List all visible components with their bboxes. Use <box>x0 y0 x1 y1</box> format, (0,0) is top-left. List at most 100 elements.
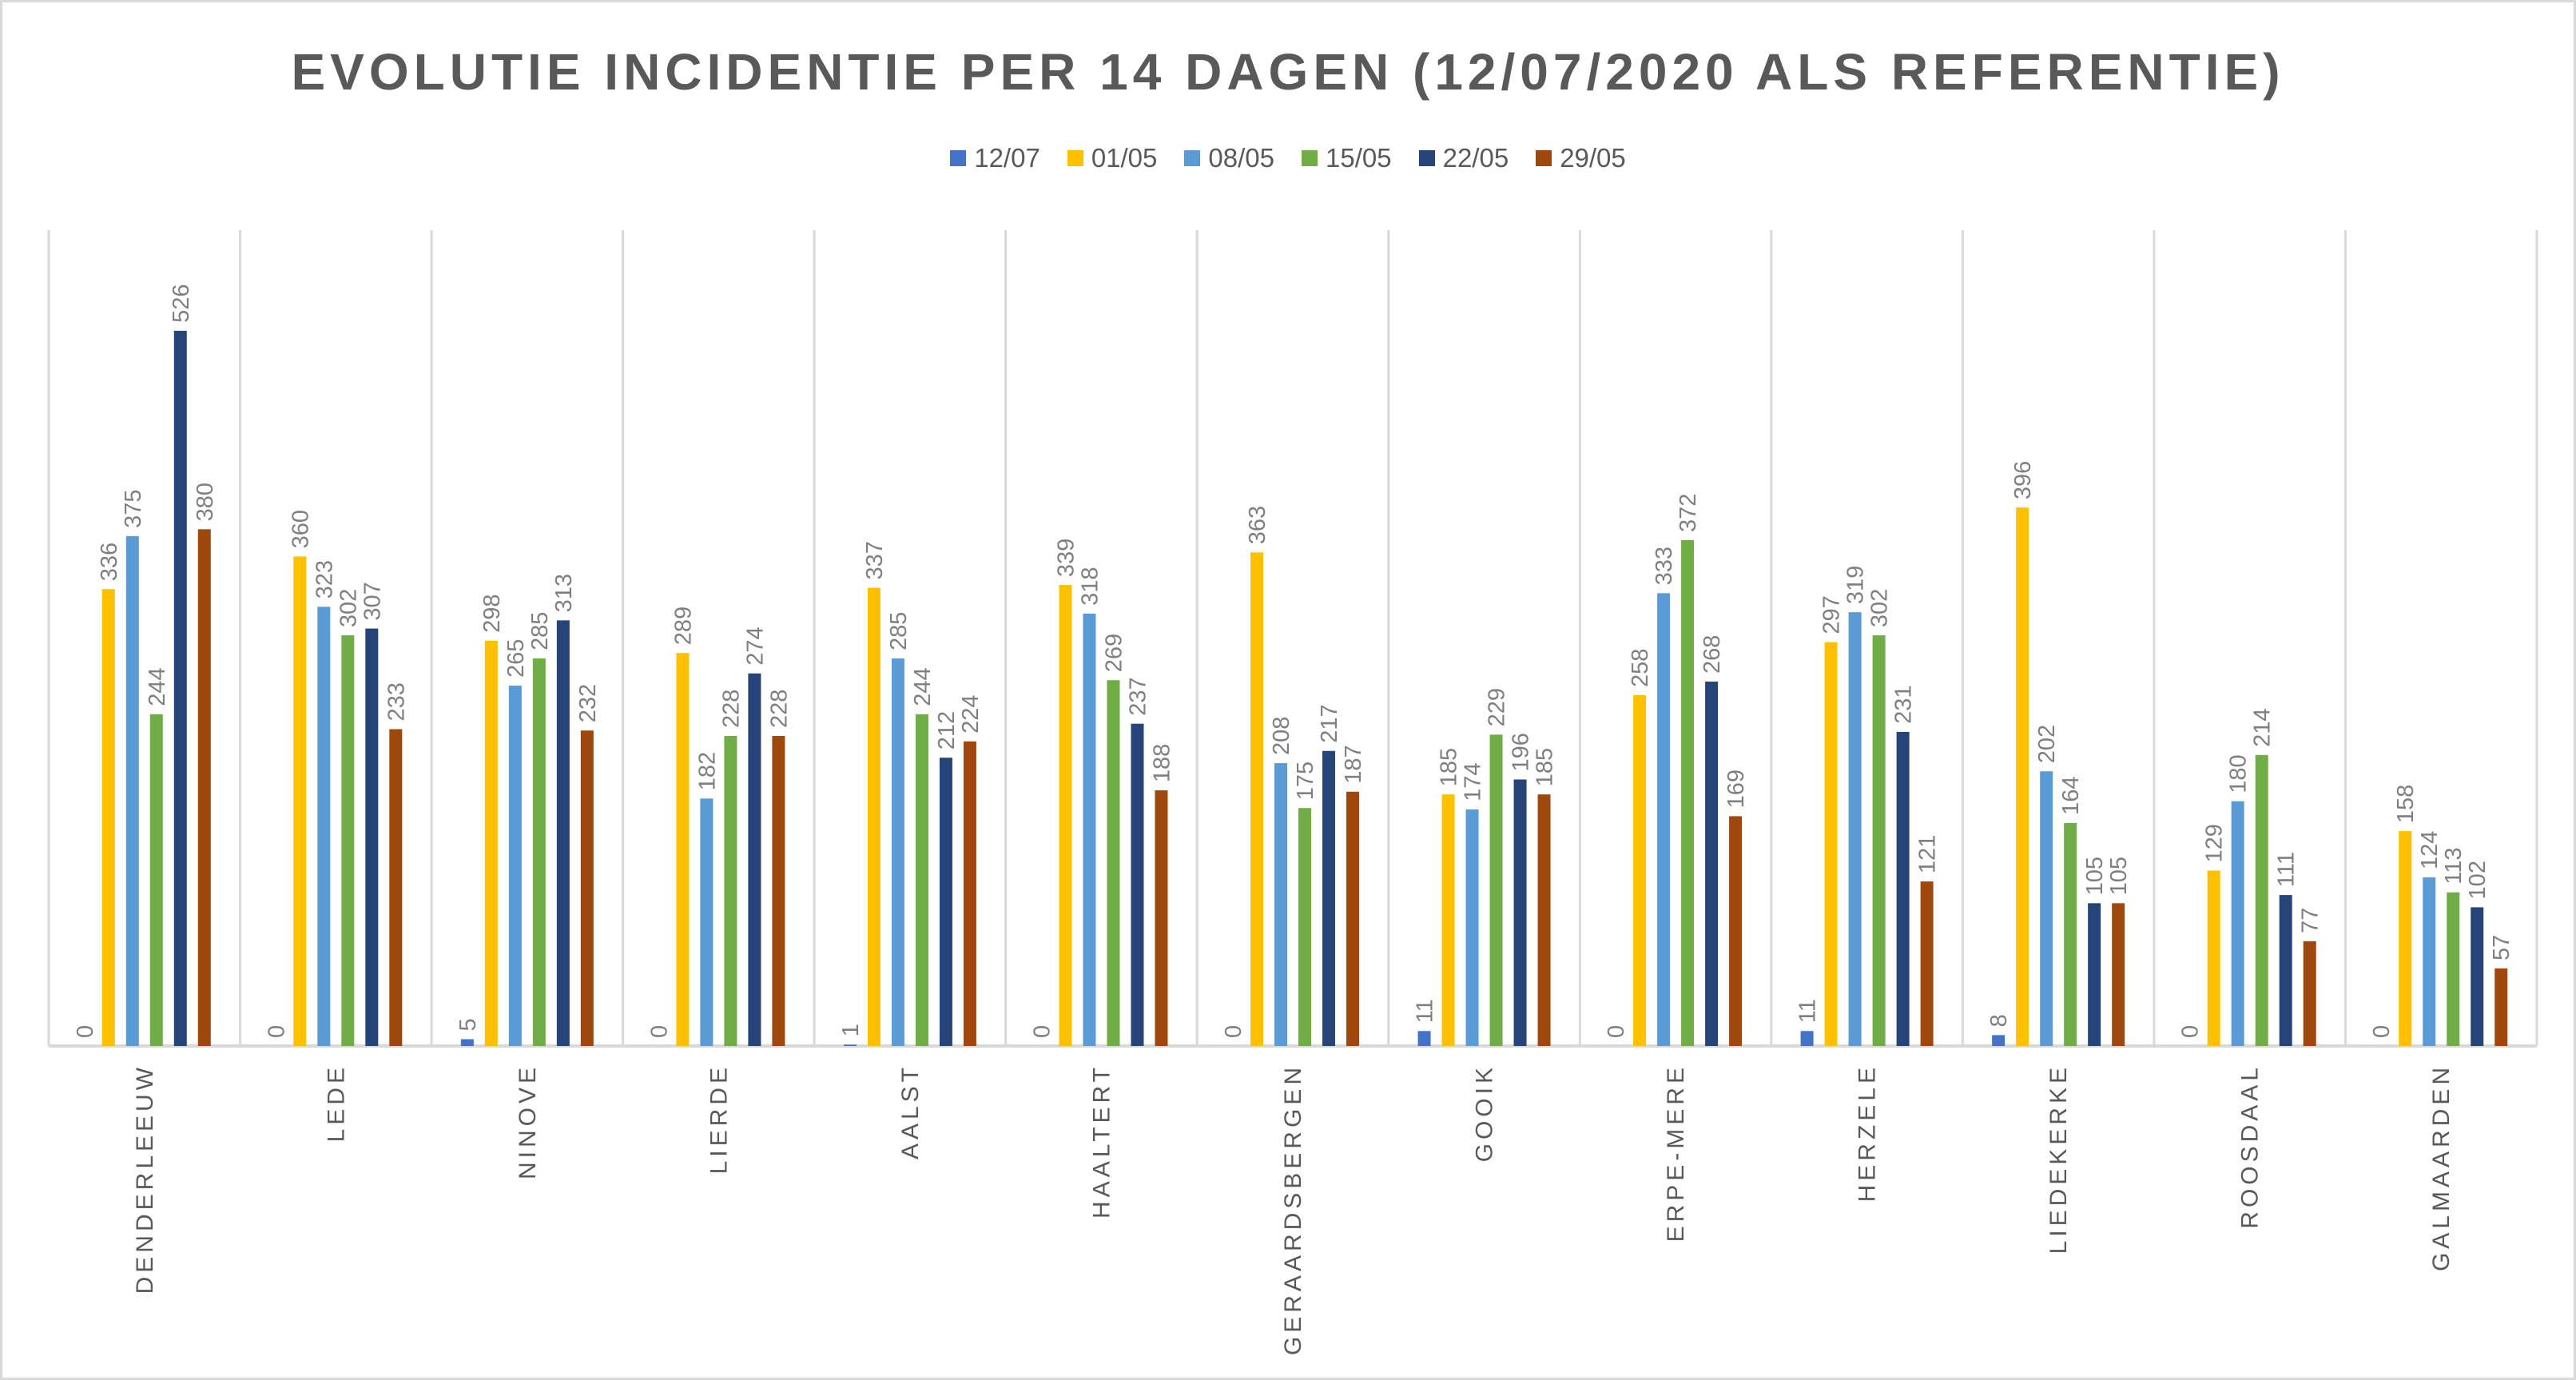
bar-22-05 <box>173 330 187 1046</box>
data-label: 0 <box>264 1025 289 1038</box>
bar-29-05 <box>389 729 403 1046</box>
data-label: 188 <box>1149 744 1175 782</box>
bar-22-05 <box>2088 903 2101 1046</box>
data-label: 269 <box>1101 634 1127 672</box>
bar-12-07 <box>460 1039 474 1046</box>
data-label: 337 <box>862 541 888 579</box>
bar-29-05 <box>2303 941 2316 1046</box>
bar-15-05 <box>1872 635 1886 1046</box>
category-label: HERZELE <box>1854 1064 1881 1202</box>
category-label: ERPE-MERE <box>1663 1064 1689 1242</box>
data-label: 313 <box>551 574 577 612</box>
category-label: GALMAARDEN <box>2428 1064 2455 1271</box>
category-label: HAALTERT <box>1088 1064 1115 1219</box>
bar-01-05 <box>2399 831 2412 1046</box>
category-label: DENDERLEEUW <box>132 1064 158 1294</box>
bar-22-05 <box>1513 779 1527 1046</box>
data-label: 302 <box>336 589 361 627</box>
bar-01-05 <box>1059 585 1072 1046</box>
bar-22-05 <box>365 628 379 1046</box>
data-label: 265 <box>503 639 529 678</box>
category-label: LIERDE <box>706 1064 732 1174</box>
bar-08-05 <box>317 606 331 1046</box>
data-label: 158 <box>2393 785 2419 823</box>
data-label: 105 <box>2082 857 2108 895</box>
bar-29-05 <box>2112 903 2125 1046</box>
data-label: 0 <box>73 1025 98 1038</box>
data-label: 0 <box>2178 1025 2204 1038</box>
data-label: 212 <box>934 711 960 750</box>
bar-01-05 <box>1633 694 1647 1046</box>
data-label: 268 <box>1699 635 1725 674</box>
data-label: 180 <box>2226 754 2252 793</box>
data-label: 129 <box>2202 824 2228 862</box>
bar-01-05 <box>867 587 881 1046</box>
bar-22-05 <box>1705 681 1719 1046</box>
category-label: NINOVE <box>515 1064 541 1179</box>
data-label: 0 <box>1029 1025 1055 1038</box>
bar-08-05 <box>2040 771 2053 1046</box>
data-label: 297 <box>1819 595 1845 634</box>
bar-08-05 <box>125 535 139 1046</box>
data-label: 1 <box>838 1024 864 1036</box>
bar-15-05 <box>1107 680 1120 1046</box>
bar-08-05 <box>1848 612 1862 1046</box>
bar-15-05 <box>1489 734 1503 1046</box>
legend-label: 29/05 <box>1560 143 1626 173</box>
data-label: 217 <box>1317 704 1342 742</box>
legend-swatch <box>1067 150 1083 166</box>
bar-01-05 <box>2207 870 2220 1046</box>
legend-swatch <box>1302 150 1318 166</box>
bar-29-05 <box>2495 968 2508 1046</box>
bar-22-05 <box>1896 731 1910 1046</box>
data-label: 244 <box>910 667 936 706</box>
bar-22-05 <box>748 673 761 1046</box>
bar-12-07 <box>1992 1035 2006 1046</box>
bar-29-05 <box>1729 816 1743 1046</box>
bar-08-05 <box>1465 809 1479 1046</box>
bar-15-05 <box>149 714 163 1046</box>
bar-15-05 <box>1298 808 1311 1046</box>
data-label: 164 <box>2058 777 2084 815</box>
legend: 12/07 01/05 08/05 15/05 22/05 29/05 <box>2 143 2574 173</box>
legend-item: 22/05 <box>1418 143 1509 173</box>
data-label: 121 <box>1915 835 1941 873</box>
bar-01-05 <box>293 556 307 1046</box>
bar-29-05 <box>580 730 594 1046</box>
data-label: 333 <box>1652 547 1677 585</box>
bar-29-05 <box>1155 790 1168 1046</box>
legend-label: 08/05 <box>1208 143 1274 173</box>
data-label: 169 <box>1723 770 1749 808</box>
bar-22-05 <box>2471 907 2484 1046</box>
data-label: 375 <box>121 489 146 527</box>
bar-22-05 <box>1322 750 1335 1046</box>
legend-item: 15/05 <box>1302 143 1392 173</box>
data-label: 113 <box>2441 847 2467 884</box>
bar-12-07 <box>843 1044 857 1046</box>
data-label: 302 <box>1867 589 1893 627</box>
bar-29-05 <box>1920 881 1934 1046</box>
legend-label: 01/05 <box>1091 143 1158 173</box>
data-label: 124 <box>2417 831 2443 869</box>
bar-29-05 <box>1346 791 1359 1046</box>
bar-29-05 <box>963 741 976 1046</box>
legend-swatch <box>1184 150 1201 166</box>
data-label: 339 <box>1053 539 1079 577</box>
data-label: 274 <box>742 626 768 665</box>
category-label: ROOSDAAL <box>2237 1064 2264 1229</box>
legend-label: 12/07 <box>974 143 1040 173</box>
data-label: 323 <box>312 560 337 599</box>
legend-swatch <box>1536 150 1552 166</box>
data-label: 285 <box>527 612 553 650</box>
legend-item: 01/05 <box>1067 143 1158 173</box>
data-label: 229 <box>1485 688 1510 726</box>
data-label: 231 <box>1891 686 1917 724</box>
data-label: 307 <box>360 582 385 620</box>
category-label: GOOIK <box>1472 1064 1498 1162</box>
chart-title: EVOLUTIE INCIDENTIE PER 14 DAGEN (12/07/… <box>291 43 2285 101</box>
bar-08-05 <box>2231 801 2244 1046</box>
data-label: 232 <box>575 684 601 722</box>
data-label: 363 <box>1245 506 1270 544</box>
